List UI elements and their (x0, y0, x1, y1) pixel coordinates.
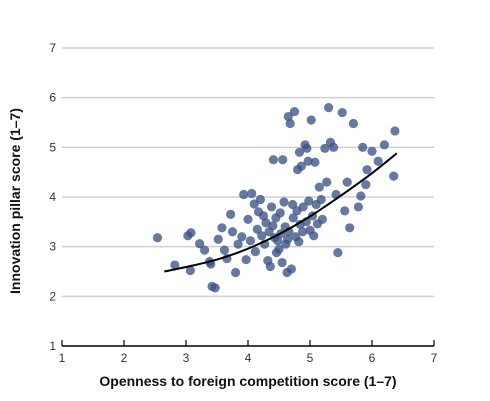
data-point (186, 228, 196, 238)
axes (61, 340, 435, 347)
data-point (361, 179, 371, 190)
data-point (247, 188, 257, 199)
y-tick-label: 2 (49, 289, 56, 303)
data-point (389, 171, 399, 181)
data-point (337, 107, 347, 118)
x-tick-label: 6 (369, 351, 376, 365)
y-tick-label: 3 (49, 240, 56, 254)
data-point (277, 257, 287, 268)
y-tick-label: 7 (49, 41, 56, 55)
data-point (210, 283, 220, 293)
data-point (286, 264, 296, 274)
data-point (250, 247, 261, 257)
data-point (296, 161, 306, 171)
data-point (258, 211, 269, 221)
data-point (265, 261, 275, 272)
data-point (200, 245, 210, 255)
data-point (298, 202, 308, 212)
y-tick-label: 6 (49, 91, 56, 105)
data-point (314, 182, 324, 192)
data-point (316, 194, 326, 205)
data-point (333, 248, 343, 258)
data-point (342, 177, 352, 187)
data-point (255, 194, 265, 205)
data-point (303, 156, 313, 166)
data-point (266, 202, 277, 212)
data-point (285, 118, 295, 129)
data-point (278, 155, 288, 165)
data-point (294, 237, 304, 247)
x-tick-label: 4 (245, 351, 252, 365)
data-point (306, 115, 316, 125)
data-point (233, 239, 243, 249)
y-axis-title: Innovation pillar score (1–7) (7, 108, 23, 294)
data-point (304, 196, 314, 206)
data-point (348, 118, 358, 129)
data-point (241, 254, 251, 265)
data-point (273, 236, 283, 246)
data-point (195, 239, 205, 249)
data-point (283, 111, 293, 122)
gridlines (62, 47, 434, 298)
y-tick-label: 4 (49, 190, 56, 204)
y-tick-label: 1 (49, 339, 56, 353)
data-point (268, 155, 279, 165)
data-point (288, 213, 298, 223)
data-point (274, 244, 284, 254)
data-point (310, 157, 320, 167)
data-point (356, 191, 366, 201)
data-point (245, 236, 256, 246)
y-tick-label: 5 (49, 140, 56, 154)
data-point (362, 165, 372, 175)
x-tick-label: 3 (183, 351, 190, 365)
data-point (275, 208, 285, 218)
data-point (170, 260, 180, 270)
data-point (257, 231, 267, 241)
data-point (152, 233, 163, 243)
data-point (252, 224, 262, 234)
data-point (239, 189, 249, 200)
data-point (353, 202, 363, 212)
data-point (390, 126, 400, 136)
data-point (297, 227, 308, 237)
x-tick-label: 1 (59, 351, 66, 365)
x-axis-title: Openness to foreign competition score (1… (99, 373, 396, 389)
data-point (373, 156, 383, 166)
data-point (358, 142, 368, 152)
data-point (289, 106, 300, 117)
x-tick-label: 7 (431, 351, 438, 365)
data-point (322, 177, 332, 187)
data-point (243, 214, 253, 224)
data-points (152, 103, 400, 293)
data-point (379, 140, 389, 150)
trend-line-group (164, 152, 398, 273)
data-point (294, 147, 305, 157)
data-point (309, 231, 319, 241)
data-point (237, 232, 247, 242)
data-point (345, 223, 355, 233)
data-point (279, 197, 289, 207)
data-point (217, 223, 227, 233)
data-point (185, 265, 195, 276)
data-point (328, 142, 339, 152)
data-point (324, 103, 334, 113)
data-point (231, 267, 241, 278)
data-point (268, 221, 278, 231)
tick-labels: 1 2 3 4 5 6 7 1 2 3 4 5 6 7 (49, 41, 437, 365)
data-point (288, 199, 298, 210)
data-point (320, 143, 330, 153)
data-point (340, 206, 350, 216)
data-point (226, 209, 236, 219)
trend-line (164, 152, 398, 273)
data-point (302, 143, 312, 153)
data-point (213, 234, 223, 244)
data-point (219, 245, 230, 255)
data-point (367, 146, 377, 156)
data-point (227, 227, 238, 237)
x-tick-label: 2 (121, 351, 128, 365)
data-point (317, 214, 327, 224)
x-tick-label: 5 (307, 351, 314, 365)
data-point (283, 234, 293, 244)
